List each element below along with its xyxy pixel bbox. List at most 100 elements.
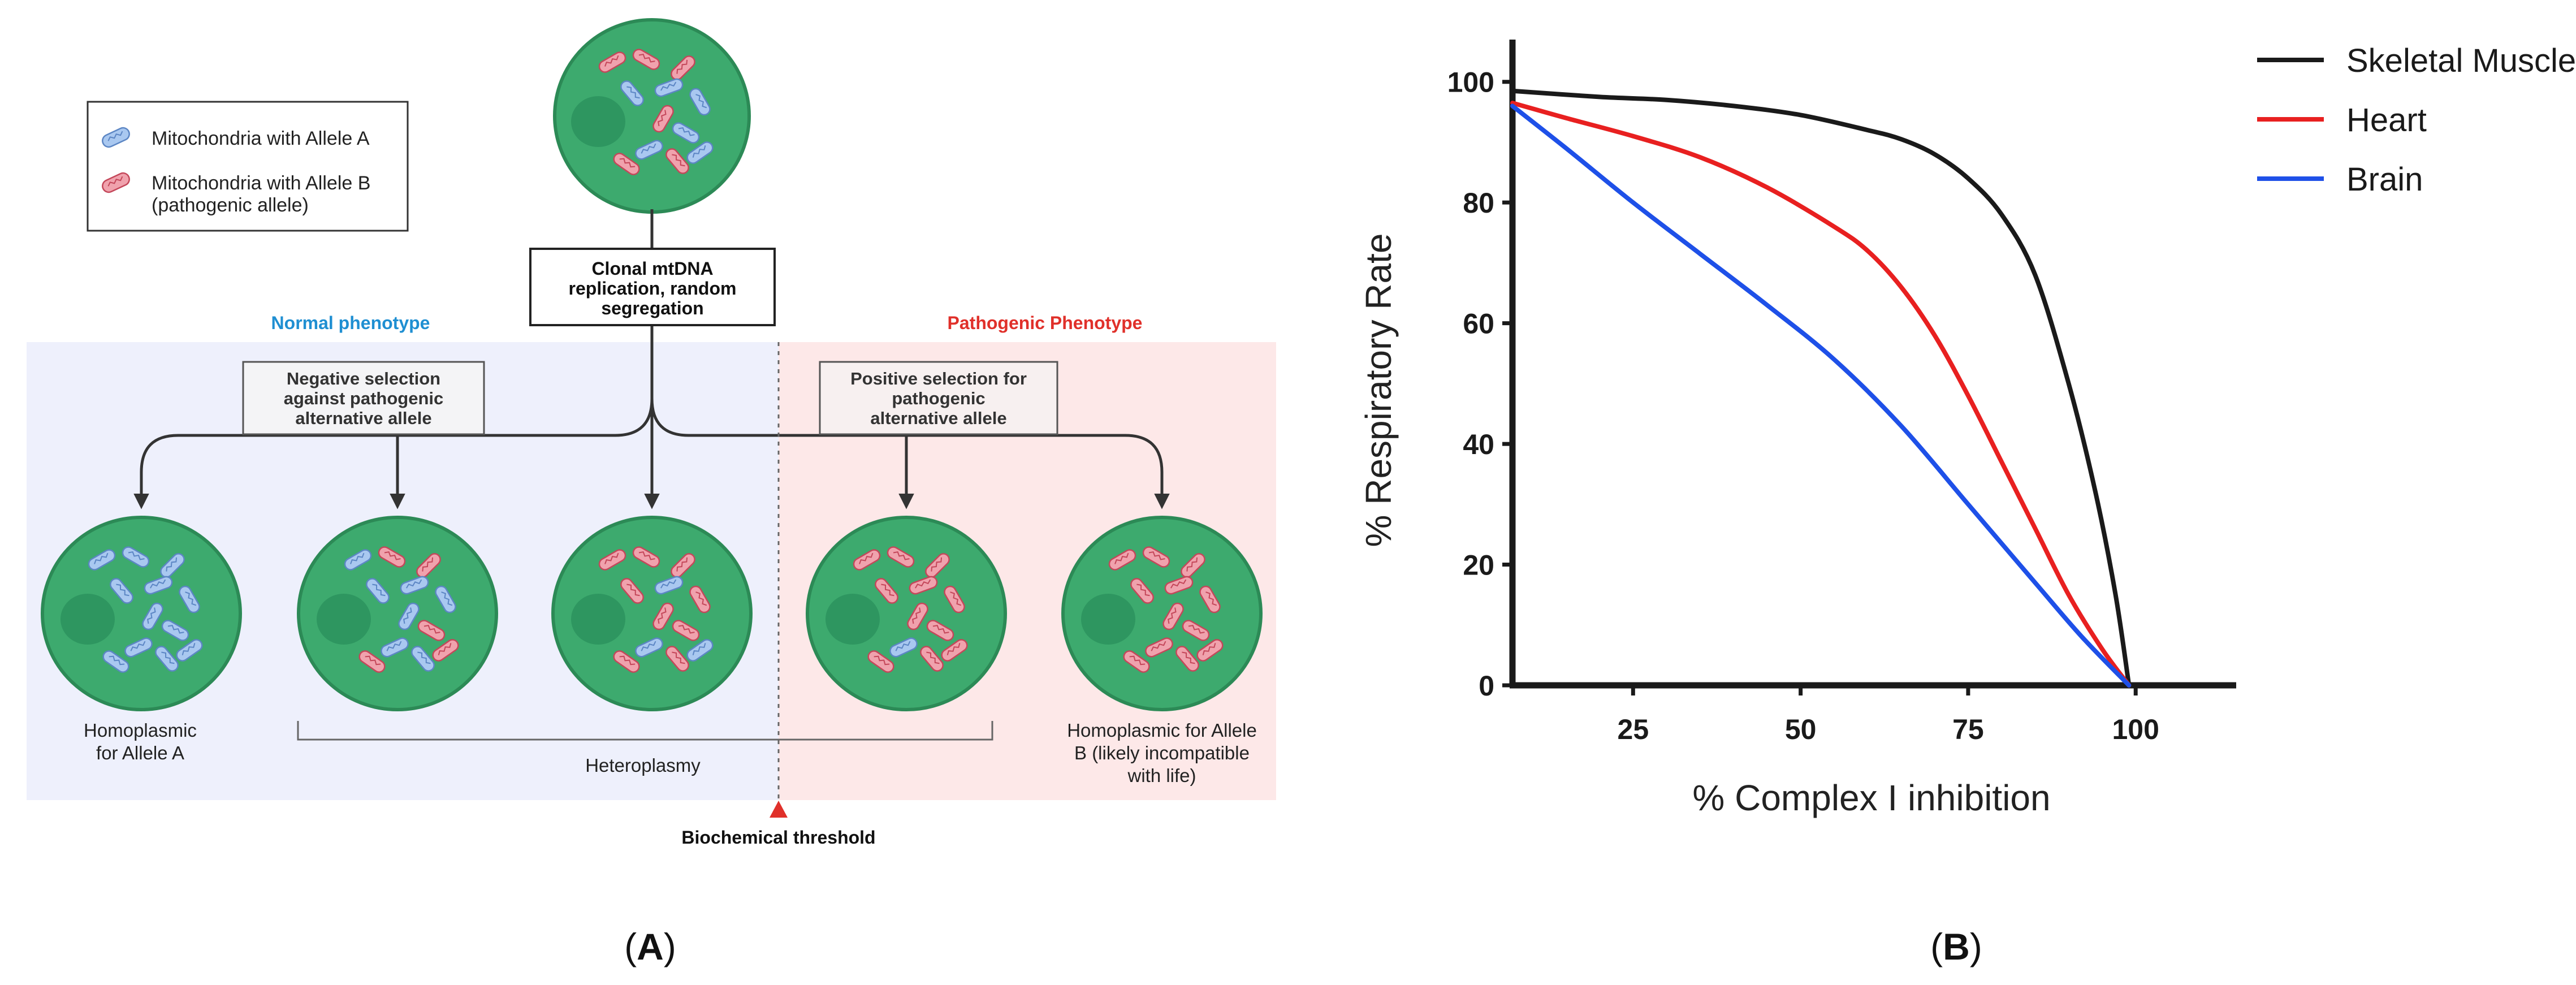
panel-b-label: (B) [1930,926,1982,967]
mitochondria-allele-b-icon [926,620,954,641]
y-tick-label: 80 [1463,187,1494,219]
mitochondria-allele-b-icon [652,105,674,133]
neg-selection-line-3: alternative allele [295,408,431,428]
legend-label: Heart [2346,102,2427,139]
nucleus [317,594,371,645]
mitochondria-allele-b-icon [378,546,406,568]
mitochondria-allele-a-icon [110,578,133,604]
mitochondria-allele-a-icon [398,602,420,630]
mitochondria-allele-a-icon [381,637,409,658]
mitochondria-allele-b-icon [417,620,446,641]
nucleus [825,594,880,645]
series-line-brain [1510,103,2132,688]
legend: Mitochondria with Allele A Mitochondria … [87,101,409,232]
chart-legend: Skeletal Muscle Heart Brain [2257,42,2576,198]
heteroplasmy-label: Heteroplasmy [585,755,701,776]
mitochondria-allele-b-icon [941,639,968,662]
mitochondria-allele-a-icon [400,576,429,595]
pos-selection-line-2: pathogenic [892,388,985,408]
mitochondria-allele-b-icon [1123,650,1150,673]
threshold-marker-icon [770,801,788,818]
mitochondria-allele-a-icon [102,650,129,673]
cell-homoplasmic-a [41,516,242,711]
cell-heteroplasmic-low [297,516,498,711]
mitochondria-allele-b-icon [632,49,660,70]
panel-b: 0 20 40 60 80 100 25 50 75 100 Skeletal Muscle Hea… [1358,40,2576,967]
source-box-line-3: segregation [601,298,703,318]
mitochondria-allele-b-icon [925,553,950,578]
mitochondria-allele-b-icon [1181,553,1205,578]
mitochondria-allele-b-icon [867,650,894,673]
mitochondria-allele-a-icon [102,127,130,148]
legend-label: Skeletal Muscle [2346,42,2576,79]
mitochondria-allele-b-icon [907,602,928,630]
x-tick-label: 50 [1785,714,1817,745]
mitochondria-allele-b-icon [1164,576,1194,595]
panel-a: Mitochondria with Allele A Mitochondria … [27,18,1276,967]
mitochondria-allele-a-icon [160,553,185,578]
homoplasmic-b-label-1: Homoplasmic for Allele [1067,720,1257,741]
x-tick-label: 100 [2112,714,2159,745]
homoplasmic-b-label-3: with life) [1127,765,1196,786]
mitochondria-allele-a-icon [672,122,700,144]
mitochondria-allele-b-icon [1175,646,1199,672]
pos-selection-line-1: Positive selection for [850,369,1027,388]
y-axis-label: % Respiratory Rate [1358,234,1399,547]
mitochondria-allele-b-icon [652,602,674,630]
mitochondria-allele-b-icon [671,55,695,80]
mitochondria-allele-b-icon [1142,546,1170,568]
legend-allele-b-label: Mitochondria with Allele B [152,172,370,194]
mitochondria-allele-a-icon [366,578,390,604]
mitochondria-allele-a-icon [654,576,684,595]
mitochondria-allele-b-icon [416,553,441,578]
x-axis-label: % Complex I inhibition [1692,777,2050,818]
y-tick-label: 20 [1463,550,1494,581]
mitochondria-allele-a-icon [161,620,189,641]
mitochondria-allele-b-icon [920,646,944,672]
y-tick-label: 100 [1447,67,1494,98]
mitochondria-allele-b-icon [1196,639,1224,662]
y-tick-label: 0 [1479,670,1494,702]
neg-selection-line-1: Negative selection [287,369,440,388]
series-line-heart [1510,101,2132,688]
source-cell [553,18,751,214]
mitochondria-allele-a-icon [122,546,150,568]
mitochondria-allele-a-icon [124,637,153,658]
threshold-label: Biochemical threshold [681,827,875,848]
panel-a-label: (A) [624,926,676,967]
mitochondria-allele-a-icon [635,140,663,160]
chart-axes: 0 20 40 60 80 100 25 50 75 100 [1447,40,2236,745]
cell-heteroplasmic-mid [551,516,753,711]
mitochondria-allele-b-icon [887,546,915,568]
heteroplasmy-bracket [297,721,993,741]
mitochondria-allele-a-icon [654,78,684,97]
mitochondria-allele-a-icon [176,639,203,662]
legend-label: Brain [2346,161,2423,198]
nucleus [1081,594,1135,645]
homoplasmic-b-label-2: B (likely incompatible [1074,742,1250,763]
series-line-skeletal-muscle [1510,88,2132,688]
x-tick-label: 25 [1618,714,1649,745]
mitochondria-allele-b-icon [613,153,640,175]
mitochondria-allele-a-icon [686,141,714,164]
homoplasmic-a-label-1: Homoplasmic [84,720,197,741]
mitochondria-allele-b-icon [620,578,644,604]
pos-selection-line-3: alternative allele [870,408,1006,428]
normal-phenotype-heading: Normal phenotype [271,313,430,333]
nucleus [60,594,115,645]
legend-allele-a-label: Mitochondria with Allele A [152,128,370,149]
mitochondria-allele-a-icon [155,646,179,672]
mitochondria-allele-a-icon [620,80,644,106]
source-process-box: Clonal mtDNA replication, random segrega… [529,248,776,326]
positive-selection-box: Positive selection for pathogenic altern… [819,361,1058,435]
mitochondria-allele-b-icon [102,172,130,193]
y-tick-label: 40 [1463,429,1494,460]
mitochondria-allele-b-icon [1130,578,1154,604]
mitochondria-allele-b-icon [1162,602,1184,630]
neg-selection-line-2: against pathogenic [284,388,443,408]
mitochondria-allele-b-icon [632,546,660,568]
mitochondria-allele-a-icon [144,576,173,595]
x-tick-label: 75 [1952,714,1984,745]
source-box-line-1: Clonal mtDNA [591,258,713,279]
